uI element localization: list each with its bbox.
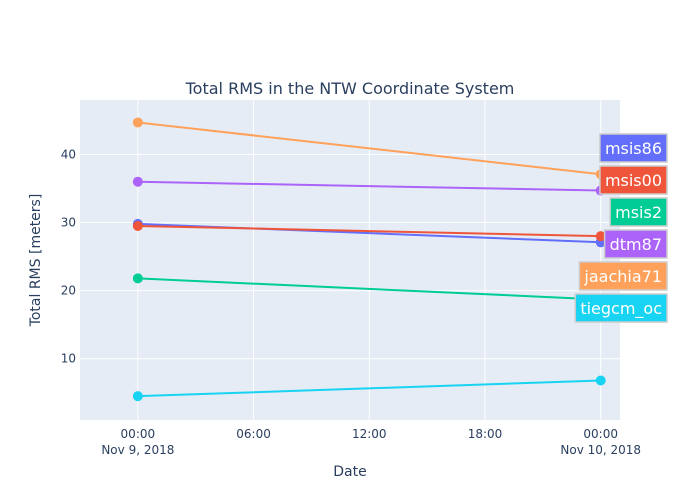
x-tick-label-3: 18:00 xyxy=(468,427,503,441)
series-label-msis86: msis86 xyxy=(599,133,668,163)
series-label-text: dtm87 xyxy=(610,235,662,254)
series-label-text: msis86 xyxy=(605,139,662,158)
series-label-dtm87: dtm87 xyxy=(603,229,668,259)
data-point-msis00-0 xyxy=(132,220,143,231)
data-point-tiegcm_oc-1 xyxy=(595,375,606,386)
series-label-box xyxy=(574,293,668,323)
series-label-msis2: msis2 xyxy=(609,197,668,227)
y-tick-label-0: 10 xyxy=(61,352,76,366)
x-axis-label: Date xyxy=(333,464,366,480)
series-label-box xyxy=(603,229,668,259)
chart-title: Total RMS in the NTW Coordinate System xyxy=(185,79,515,98)
data-point-msis2-0 xyxy=(132,273,143,284)
x-tick-sublabel-0: Nov 9, 2018 xyxy=(101,443,174,457)
x-tick-sublabel-4: Nov 10, 2018 xyxy=(560,443,641,457)
x-tick-labels: 00:00 Nov 9, 2018 06:00 12:00 18:00 00:00 Nov … xyxy=(101,427,641,457)
plot-area xyxy=(80,100,620,420)
series-label-text: msis2 xyxy=(615,203,662,222)
x-tick-label-0: 00:00 xyxy=(121,427,156,441)
series-line-jaachia71 xyxy=(137,121,601,176)
series-line-tiegcm_oc xyxy=(137,379,601,398)
y-tick-labels: 10 20 30 40 xyxy=(61,147,76,365)
series-line-msis00 xyxy=(137,224,601,238)
series-layer xyxy=(137,121,601,398)
series-labels: msis86 msis00 msis2 dtm87 jaachia71 tiegcm_oc xyxy=(574,133,668,323)
y-tick-label-1: 20 xyxy=(61,284,76,298)
series-label-text: msis00 xyxy=(605,171,662,190)
series-label-text: jaachia71 xyxy=(583,267,662,286)
x-tick-label-4: 00:00 xyxy=(583,427,618,441)
y-tick-label-3: 40 xyxy=(61,147,76,161)
series-line-dtm87 xyxy=(137,180,601,192)
data-point-jaachia71-0 xyxy=(132,117,143,128)
x-tick-label-2: 12:00 xyxy=(352,427,387,441)
grid xyxy=(80,100,620,420)
data-point-msis00-1 xyxy=(595,231,606,242)
series-label-box xyxy=(599,165,668,195)
x-tick-label-1: 06:00 xyxy=(236,427,271,441)
series-line-msis2 xyxy=(137,277,601,301)
series-label-box xyxy=(599,133,668,163)
series-label-box xyxy=(578,261,668,291)
series-label-box xyxy=(609,197,668,227)
data-point-dtm87-0 xyxy=(132,176,143,187)
series-label-tiegcm_oc: tiegcm_oc xyxy=(574,293,668,323)
data-point-tiegcm_oc-0 xyxy=(132,391,143,402)
y-tick-label-2: 30 xyxy=(61,216,76,230)
series-label-msis00: msis00 xyxy=(599,165,668,195)
y-axis-label: Total RMS [meters] xyxy=(28,194,44,328)
series-label-text: tiegcm_oc xyxy=(580,299,662,319)
series-label-jaachia71: jaachia71 xyxy=(578,261,668,291)
